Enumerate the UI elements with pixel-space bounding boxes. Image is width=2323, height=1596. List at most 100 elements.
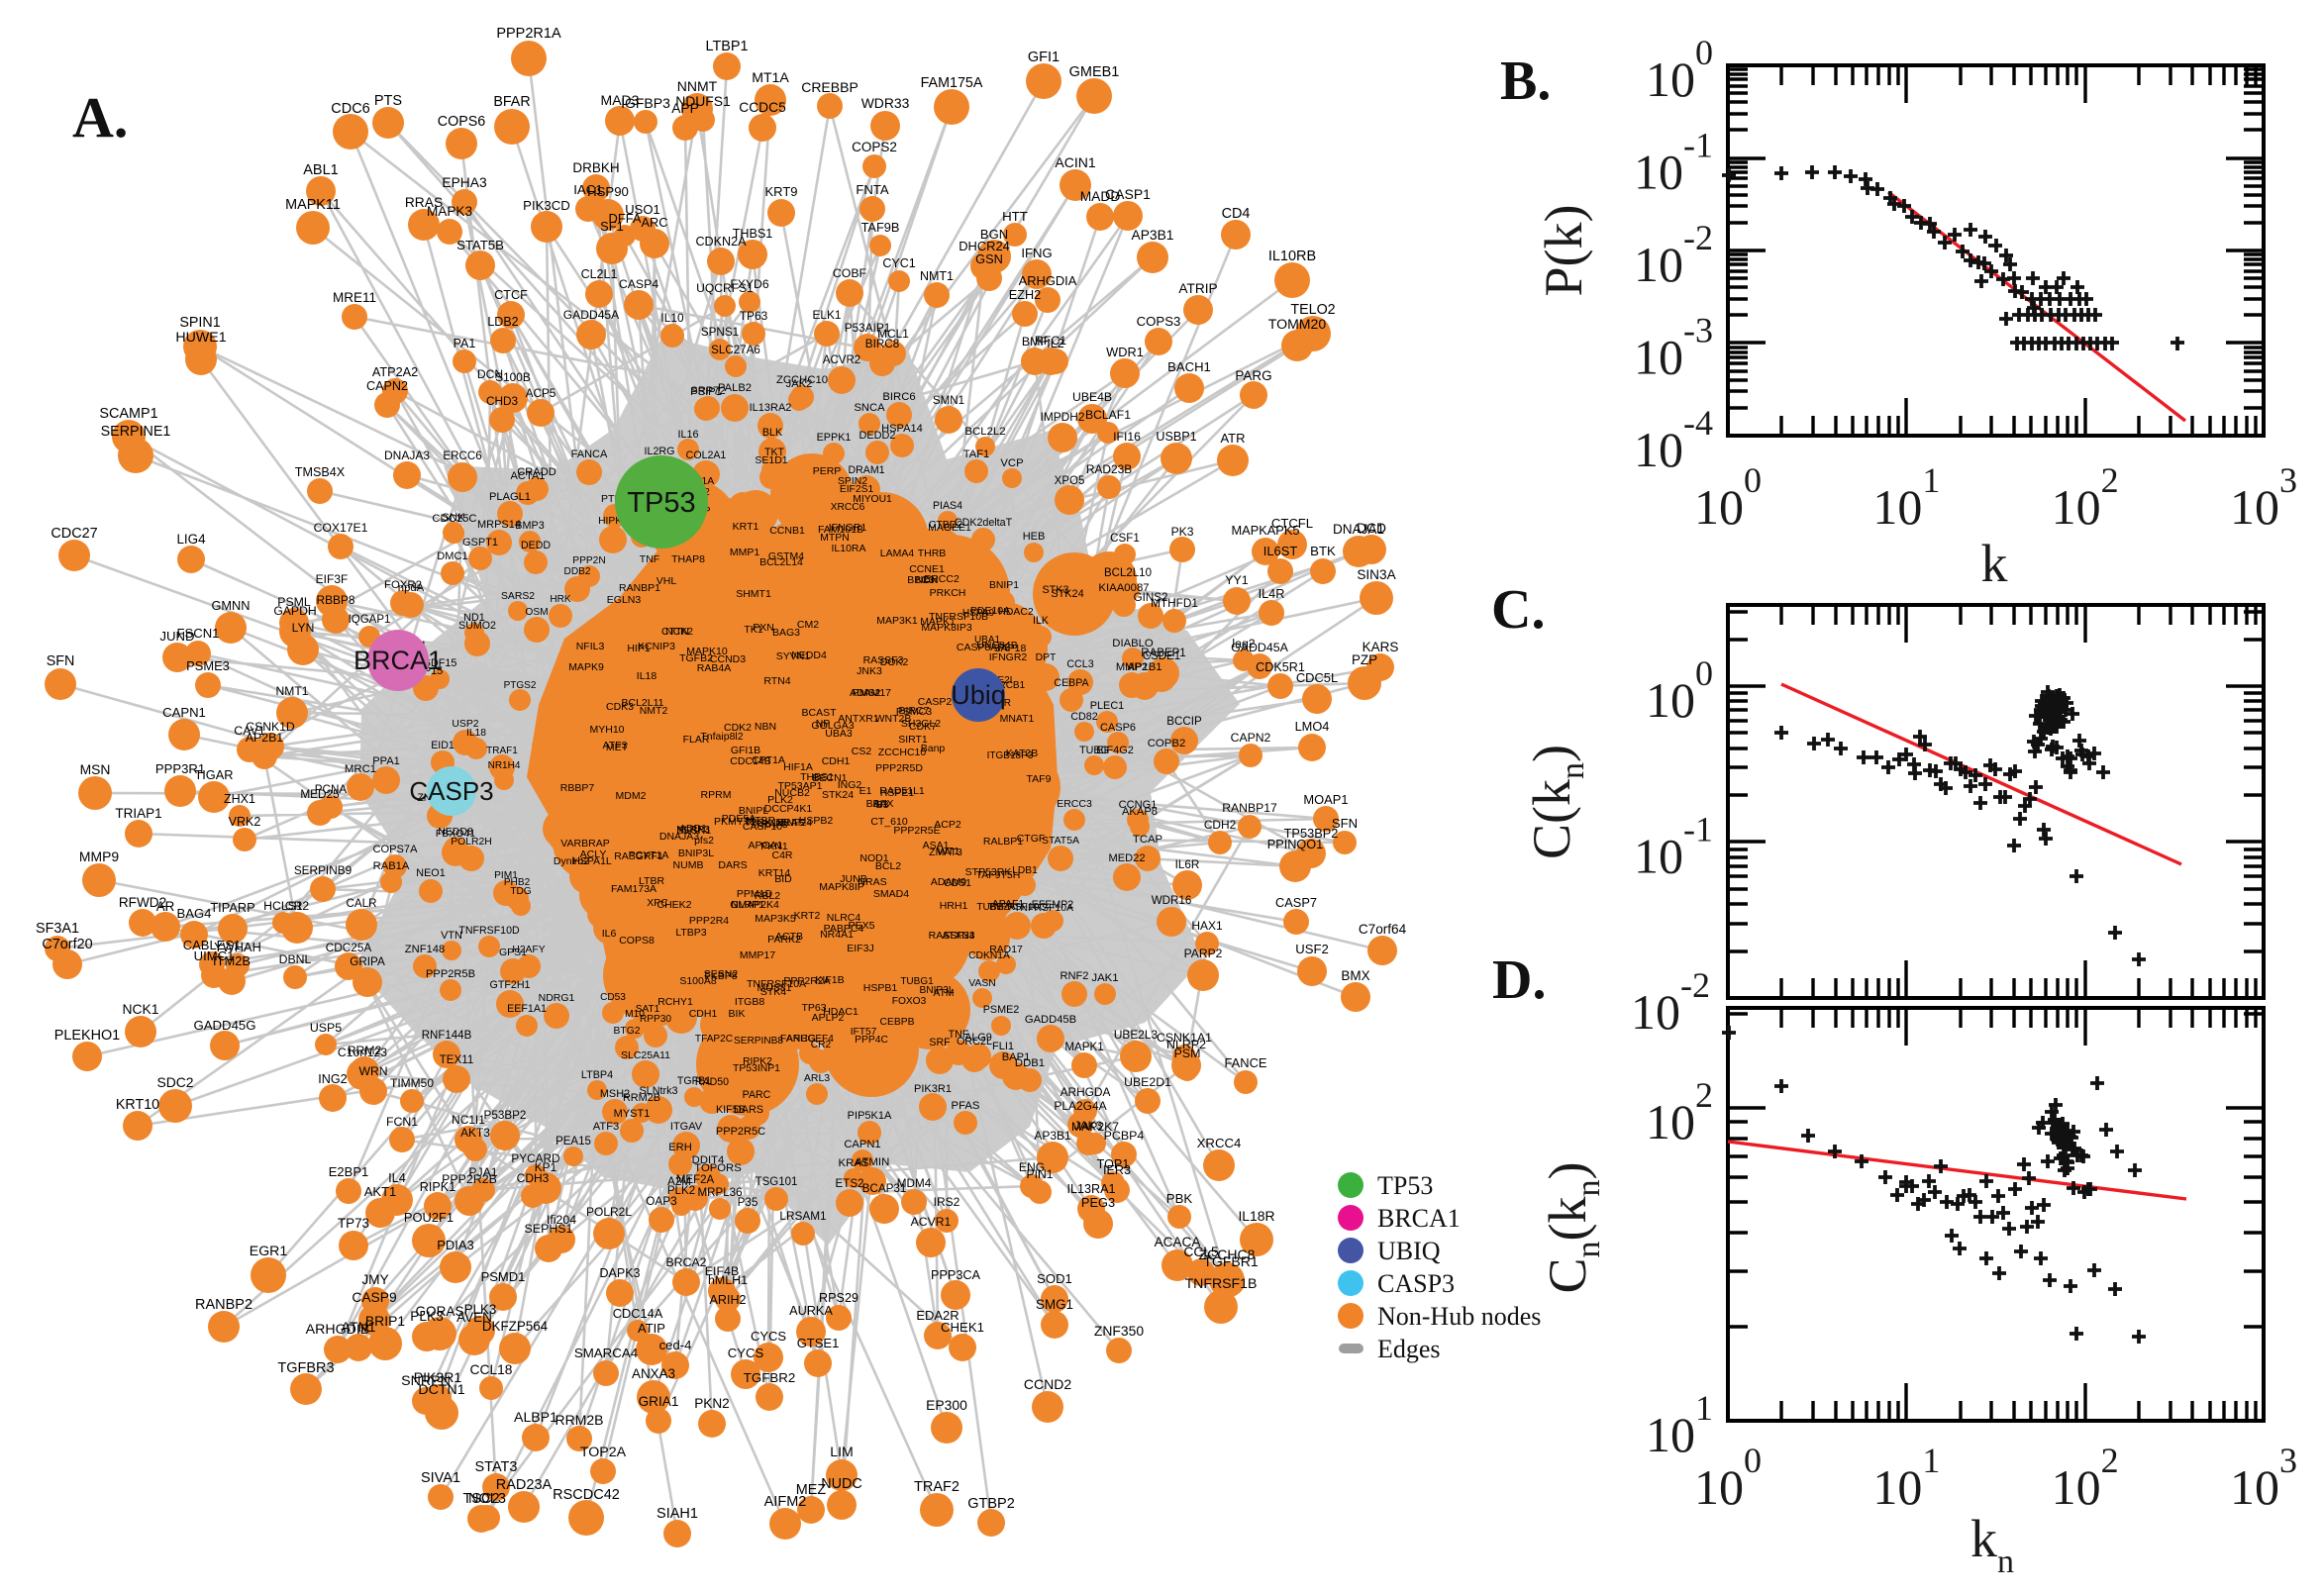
svg-text:ACTA1: ACTA1 (511, 470, 546, 482)
svg-text:CDH1: CDH1 (689, 1008, 718, 1020)
svg-text:USBP1: USBP1 (1156, 430, 1196, 444)
svg-text:DIABLO: DIABLO (1112, 638, 1154, 649)
svg-text:POU2F1: POU2F1 (404, 1210, 454, 1225)
svg-text:EIF4B: EIF4B (705, 1264, 739, 1278)
svg-text:RFC1: RFC1 (1035, 334, 1066, 348)
svg-text:Tnfaip8l2: Tnfaip8l2 (700, 731, 743, 743)
svg-text:SH3GL2: SH3GL2 (901, 718, 941, 730)
svg-text:SNRPN: SNRPN (401, 1373, 451, 1389)
svg-text:PERP: PERP (813, 465, 842, 477)
svg-text:GSPT1: GSPT1 (462, 537, 498, 549)
svg-text:STK3: STK3 (1042, 584, 1068, 596)
svg-text:IL10RA: IL10RA (831, 543, 865, 554)
svg-text:PPP2R5E: PPP2R5E (893, 825, 940, 837)
svg-text:EGLN3: EGLN3 (607, 594, 642, 606)
svg-text:GADD45G: GADD45G (193, 1018, 255, 1033)
svg-text:M10: M10 (625, 1009, 645, 1020)
svg-text:CTBD2: CTBD2 (929, 519, 963, 531)
svg-text:ZCCHC10: ZCCHC10 (878, 747, 927, 758)
svg-text:SNCA: SNCA (854, 402, 885, 414)
svg-text:TP53AP1: TP53AP1 (778, 780, 823, 792)
svg-text:D.: D. (1492, 949, 1546, 1011)
svg-text:ATN1: ATN1 (342, 1319, 376, 1335)
svg-text:ZNF24: ZNF24 (780, 817, 812, 829)
svg-text:HRH1: HRH1 (940, 900, 968, 912)
svg-text:RIPK2: RIPK2 (743, 1056, 772, 1067)
svg-text:IRS2: IRS2 (934, 1195, 960, 1209)
svg-text:IAC1: IAC1 (573, 182, 603, 197)
svg-text:TGFBR2: TGFBR2 (744, 1370, 795, 1385)
svg-text:ANTXR1: ANTXR1 (838, 713, 879, 725)
svg-text:SIN3A: SIN3A (1357, 567, 1396, 582)
svg-text:AR: AR (156, 899, 175, 914)
svg-text:MRE11: MRE11 (333, 290, 376, 305)
svg-text:LDB1: LDB1 (1012, 865, 1038, 876)
svg-text:CYCS: CYCS (751, 1329, 786, 1344)
svg-text:CDC14A: CDC14A (613, 1306, 663, 1321)
svg-text:FANCG: FANCG (780, 1033, 816, 1045)
svg-text:MDM4: MDM4 (897, 1177, 932, 1190)
svg-text:Dynlrb2: Dynlrb2 (554, 855, 589, 867)
svg-text:STK24: STK24 (1051, 588, 1083, 600)
svg-text:Ubiq: Ubiq (951, 680, 1006, 710)
svg-text:TMSB4X: TMSB4X (295, 465, 346, 479)
svg-text:LTBP3: LTBP3 (675, 927, 706, 939)
svg-text:PLEKHO1: PLEKHO1 (54, 1028, 120, 1044)
svg-text:TEX11: TEX11 (440, 1053, 474, 1066)
svg-text:TUBG1: TUBG1 (900, 976, 934, 987)
svg-text:EGR1: EGR1 (250, 1243, 288, 1258)
svg-text:APAF1: APAF1 (992, 898, 1025, 910)
svg-text:NCK1: NCK1 (122, 1001, 158, 1017)
svg-text:STAT5B: STAT5B (456, 238, 504, 252)
svg-text:TAF9B: TAF9B (861, 220, 900, 235)
svg-text:RABEP1: RABEP1 (1141, 648, 1185, 659)
svg-text:AKT1: AKT1 (364, 1184, 397, 1199)
svg-text:PARG: PARG (1235, 368, 1271, 383)
svg-text:TRAF3: TRAF3 (755, 819, 787, 831)
svg-text:A2M: A2M (667, 1176, 691, 1188)
svg-text:CCL3: CCL3 (1066, 658, 1093, 670)
svg-text:EIF3F: EIF3F (316, 572, 349, 586)
svg-text:GSN: GSN (975, 251, 1003, 266)
svg-text:LTBP1: LTBP1 (706, 39, 749, 54)
svg-text:SESN2: SESN2 (704, 968, 739, 980)
svg-text:CDC6: CDC6 (331, 101, 369, 117)
svg-text:BMF: BMF (1022, 335, 1049, 349)
svg-text:XRCC6: XRCC6 (831, 502, 865, 513)
svg-text:MRC1: MRC1 (345, 763, 376, 775)
svg-text:Ifi204: Ifi204 (547, 1213, 576, 1227)
svg-text:MAPK9: MAPK9 (568, 661, 604, 673)
svg-text:DNAJA3: DNAJA3 (659, 831, 699, 843)
svg-text:CD4: CD4 (1222, 206, 1251, 222)
svg-text:GAPDH: GAPDH (273, 604, 316, 618)
svg-text:ABL1: ABL1 (303, 162, 338, 178)
svg-text:ITM2B: ITM2B (213, 953, 251, 968)
svg-text:A.: A. (72, 85, 128, 150)
svg-text:HDAC1: HDAC1 (823, 1006, 858, 1018)
svg-text:VRK2: VRK2 (229, 815, 261, 829)
svg-text:RAD23B: RAD23B (1086, 462, 1132, 476)
svg-text:HSPA1L: HSPA1L (572, 855, 612, 867)
svg-text:IFNGR2: IFNGR2 (989, 651, 1028, 663)
svg-text:NFIL3: NFIL3 (576, 641, 605, 652)
svg-text:TP53BP2: TP53BP2 (1284, 826, 1339, 841)
svg-text:TSSK1B: TSSK1B (745, 817, 784, 829)
svg-text:BAG4: BAG4 (177, 906, 212, 921)
svg-text:COPS3: COPS3 (1137, 314, 1181, 329)
svg-text:JNK3: JNK3 (857, 665, 882, 677)
svg-text:YWHAH: YWHAH (214, 940, 261, 954)
svg-text:ITGB18P3: ITGB18P3 (987, 750, 1034, 761)
svg-text:PPP2R5C: PPP2R5C (716, 1126, 765, 1138)
svg-text:MEF2A: MEF2A (676, 1174, 715, 1186)
svg-text:BNIP1: BNIP1 (989, 580, 1019, 591)
svg-text:ERCC2: ERCC2 (924, 573, 960, 585)
svg-text:IFNG: IFNG (1021, 246, 1052, 260)
svg-text:MAPK1: MAPK1 (920, 616, 956, 628)
svg-text:JAK3: JAK3 (1074, 1119, 1103, 1133)
svg-text:HSP90: HSP90 (587, 184, 629, 199)
svg-text:ATRIP: ATRIP (1178, 281, 1217, 296)
svg-text:KIAA0087: KIAA0087 (1098, 582, 1149, 594)
svg-text:LIM: LIM (830, 1444, 854, 1459)
svg-text:FKBP8: FKBP8 (704, 970, 737, 982)
svg-text:TAF1: TAF1 (963, 449, 990, 460)
